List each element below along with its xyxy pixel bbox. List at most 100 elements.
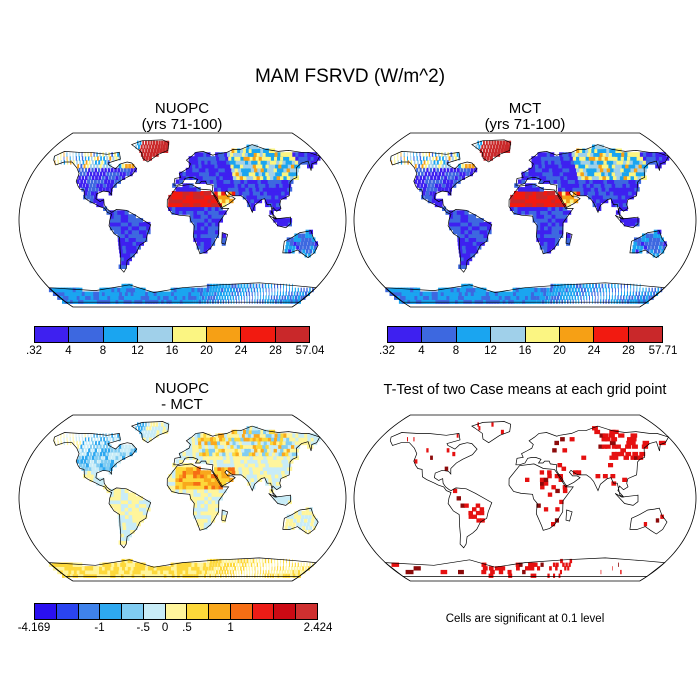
map-border: [353, 414, 697, 582]
colorbar-swatch: [78, 604, 101, 619]
colorbar-tick-label: 8: [452, 345, 460, 357]
panel-title-nuopc: NUOPC (yrs 71-100): [17, 101, 347, 133]
coastline: [629, 230, 668, 259]
coastline: [221, 509, 229, 522]
colorbar-tick-label: -1: [94, 622, 105, 634]
coastline: [384, 557, 666, 577]
colorbar-tick-label: 28: [269, 345, 282, 357]
colorbar-tick-label: 16: [518, 345, 532, 357]
colorbar-swatch: [594, 327, 629, 342]
colorbar-tick-label: 4: [65, 345, 72, 357]
colorbar-tick-label: 0: [161, 622, 169, 634]
colorbar-swatch: [422, 327, 457, 342]
panel-title-line2: (yrs 71-100): [141, 116, 223, 133]
colorbar-diff: [34, 603, 318, 620]
colorbar-swatch: [628, 327, 662, 342]
coastline: [384, 282, 666, 303]
colorbar-tick-label: 2.424: [303, 622, 333, 634]
colorbar-swatch: [100, 604, 123, 619]
colorbar-tick-label: 57.04: [295, 345, 325, 357]
colorbar-tick-label: 4: [418, 345, 425, 357]
coastline: [471, 139, 512, 163]
coastline: [53, 151, 152, 273]
coastline: [508, 183, 574, 255]
panel-title-line1: NUOPC: [154, 100, 210, 117]
colorbar-mct: [387, 326, 663, 343]
coastline: [130, 139, 170, 163]
map-border: [18, 414, 347, 582]
colorbar-tick-label: .32: [379, 345, 395, 357]
colorbar-tick-label: 20: [200, 345, 213, 357]
significance-note: Cells are significant at 0.1 level: [445, 613, 605, 625]
colorbar-swatch: [122, 604, 144, 619]
colorbar-swatch: [252, 604, 275, 619]
colorbar-tick-label: 1: [227, 622, 234, 634]
panel-title-line2: - MCT: [161, 396, 203, 413]
map-cells: [48, 140, 321, 304]
coastline: [166, 463, 230, 531]
map-cells: [391, 422, 666, 578]
map-nuopc: [18, 132, 347, 308]
colorbar-swatch: [491, 327, 526, 342]
colorbar-swatch: [559, 327, 595, 342]
colorbar-swatch: [35, 604, 57, 619]
colorbar-nuopc-labels: .32 4 8 12 16 20 24 28 57.04: [26, 345, 324, 359]
colorbar-swatch: [275, 327, 309, 342]
coastline: [47, 557, 317, 577]
coastline: [173, 144, 321, 220]
colorbar-swatch: [206, 327, 242, 342]
coastline: [508, 463, 574, 531]
colorbar-tick-label: 57.71: [648, 345, 678, 357]
coastline: [47, 282, 317, 303]
coastline: [389, 151, 493, 273]
colorbar-swatch: [56, 604, 79, 619]
coastline: [268, 214, 291, 229]
coastline: [515, 425, 670, 498]
colorbar-tick-label: .5: [182, 622, 192, 634]
colorbar-tick-label: -4.169: [17, 622, 51, 634]
colorbar-tick-label: -.5: [136, 622, 150, 634]
colorbar-tick-label: 20: [553, 345, 566, 357]
colorbar-nuopc: [34, 326, 310, 343]
map-border: [353, 132, 697, 308]
panel-title-line1: MCT: [508, 100, 542, 117]
panel-title-line1: NUOPC: [154, 380, 210, 397]
colorbar-tick-label: 16: [165, 345, 179, 357]
coastline: [173, 425, 321, 498]
colorbar-tick-label: .32: [26, 345, 42, 357]
panel-title-diff: NUOPC - MCT: [17, 381, 347, 413]
coastline: [614, 493, 639, 506]
coastline: [268, 493, 291, 506]
coastline: [565, 232, 573, 245]
colorbar-swatch: [209, 604, 231, 619]
coastline: [389, 432, 493, 549]
colorbar-swatch: [187, 604, 210, 619]
coastline: [130, 421, 170, 444]
colorbar-swatch: [69, 327, 104, 342]
coastline: [515, 144, 670, 220]
coastline: [53, 432, 152, 549]
colorbar-swatch: [172, 327, 207, 342]
coastline: [221, 232, 229, 245]
coastline: [565, 509, 573, 522]
colorbar-swatch: [274, 604, 297, 619]
map-cells: [385, 140, 670, 304]
colorbar-swatch: [143, 604, 166, 619]
colorbar-diff-labels: -4.169 -1 -.5 0 .5 1 2.424: [18, 622, 333, 636]
colorbar-swatch: [241, 327, 276, 342]
map-cells: [48, 422, 321, 578]
colorbar-tick-label: 24: [234, 345, 248, 357]
coastline: [166, 183, 230, 255]
colorbar-swatch: [525, 327, 560, 342]
coastline: [614, 214, 639, 229]
map-ttest: [353, 414, 697, 582]
colorbar-tick-label: 28: [622, 345, 635, 357]
panel-title-mct: MCT (yrs 71-100): [352, 101, 698, 133]
colorbar-swatch: [138, 327, 173, 342]
colorbar-swatch: [165, 604, 188, 619]
colorbar-tick-label: 12: [484, 345, 497, 357]
colorbar-swatch: [230, 604, 253, 619]
panel-title-ttest: T-Test of two Case means at each grid po…: [383, 382, 667, 398]
colorbar-tick-label: 8: [99, 345, 107, 357]
coastline: [471, 421, 512, 444]
